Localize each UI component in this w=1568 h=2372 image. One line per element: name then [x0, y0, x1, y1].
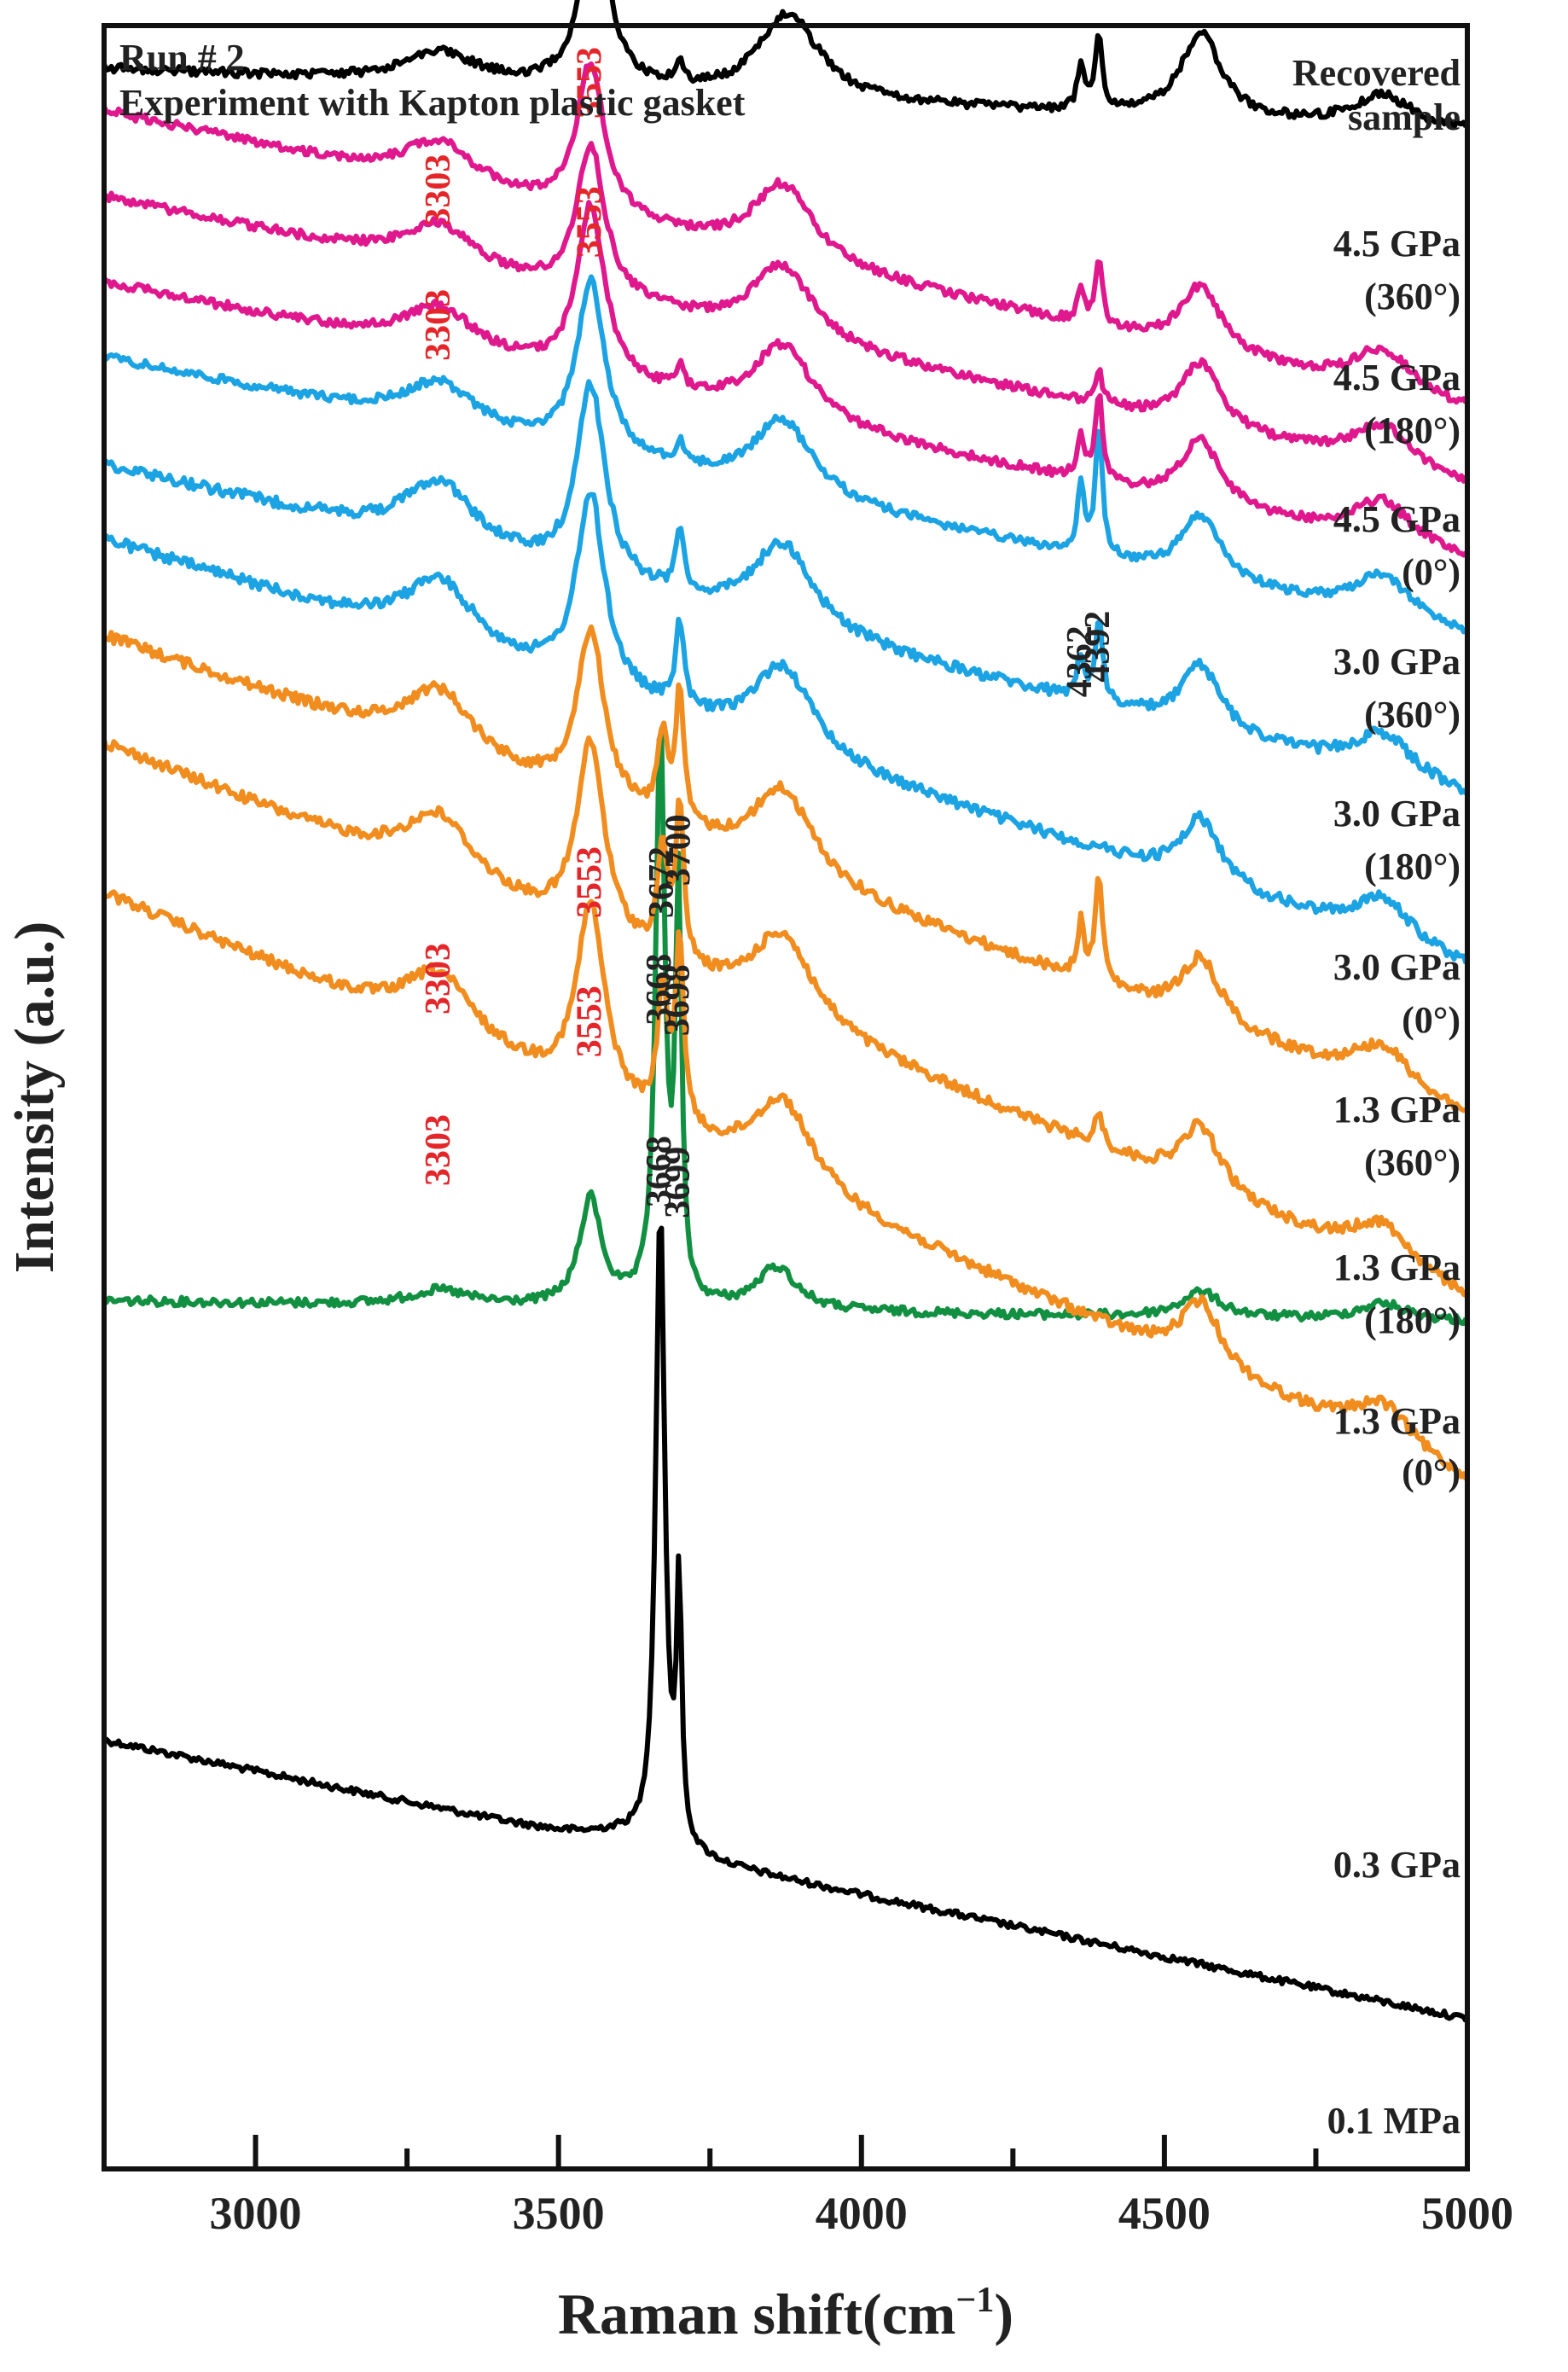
x-tick-label-4000: 4000 — [816, 2188, 908, 2239]
peak-label-4362: 4362 — [1060, 625, 1100, 697]
series-label-5-0: 3.0 GPa — [1333, 946, 1461, 988]
series-label-9-1: (180°) — [1364, 410, 1461, 451]
series-label-8-1: (0°) — [1402, 551, 1461, 593]
peak-label-3700: 3700 — [659, 814, 699, 886]
peak-label-3699: 3699 — [659, 1147, 698, 1218]
series-label-5-1: (0°) — [1402, 999, 1461, 1041]
peak-label-3668: 3668 — [640, 954, 679, 1026]
peak-label-3553: 3553 — [570, 846, 609, 918]
x-axis-title-end: ) — [994, 2282, 1013, 2346]
series-line-3 — [102, 735, 1467, 1299]
series-line-10 — [102, 61, 1469, 405]
peak-label-3672: 3672 — [642, 846, 682, 918]
peak-label-3303: 3303 — [419, 289, 458, 361]
chart-subtitle: Experiment with Kapton plastic gasket — [119, 82, 746, 124]
series-label-7-1: (360°) — [1364, 694, 1461, 735]
series-line-6 — [102, 379, 1468, 795]
series-line-9 — [102, 141, 1469, 484]
series-line-2 — [103, 889, 1469, 1481]
series-label-10-0: 4.5 GPa — [1333, 223, 1461, 265]
series-label-4-0: 1.3 GPa — [1333, 1089, 1461, 1131]
series-label-6-1: (180°) — [1364, 846, 1461, 887]
y-axis-title: Intensity (a.u.) — [3, 921, 66, 1274]
series-line-1 — [102, 730, 1469, 1326]
series-label-11-0: Recovered — [1292, 52, 1461, 94]
series-label-11-1: sample — [1348, 96, 1461, 138]
x-axis-ticks: 3000 3500 4000 4500 5000 — [102, 2135, 1513, 2239]
series-label-10-1: (360°) — [1364, 276, 1461, 317]
series-line-0 — [102, 1225, 1469, 2023]
series-label-2-0: 1.3 GPa — [1333, 1400, 1461, 1442]
peak-label-3553: 3553 — [570, 985, 609, 1057]
series-label-1-0: 0.3 GPa — [1333, 1844, 1461, 1886]
series-label-6-0: 3.0 GPa — [1333, 793, 1461, 834]
plot-frame — [102, 23, 1470, 2171]
peak-label-3553: 3553 — [570, 186, 609, 258]
x-tick-label-4500: 4500 — [1118, 2188, 1211, 2239]
series-label-8-0: 4.5 GPa — [1333, 498, 1461, 540]
series-label-7-0: 3.0 GPa — [1333, 641, 1461, 683]
series-line-11 — [102, 0, 1469, 131]
x-axis-title-main: Raman shift(cm — [558, 2282, 956, 2346]
peak-label-3303: 3303 — [419, 154, 458, 226]
peak-label-3698: 3698 — [658, 964, 697, 1036]
peak-label-3668: 3668 — [640, 1136, 679, 1207]
series-line-7 — [103, 274, 1468, 635]
series-line-5 — [102, 491, 1469, 965]
x-axis-title: Raman shift(cm−1) — [558, 2281, 1013, 2346]
series-label-0-0: 0.1 MPa — [1327, 2100, 1461, 2142]
x-tick-label-3000: 3000 — [210, 2188, 302, 2239]
series-label-3-1: (180°) — [1364, 1299, 1461, 1341]
x-tick-label-3500: 3500 — [513, 2188, 605, 2239]
series-label-9-0: 4.5 GPa — [1333, 357, 1461, 398]
peak-label-3303: 3303 — [419, 1114, 458, 1186]
series-line-8 — [102, 200, 1468, 558]
peak-label-3553: 3553 — [570, 47, 609, 119]
series-layer — [102, 0, 1469, 2023]
series-label-4-1: (360°) — [1364, 1142, 1461, 1183]
peak-label-4392: 4392 — [1078, 611, 1118, 683]
x-tick-label-5000: 5000 — [1421, 2188, 1513, 2239]
chart-title: Run # 2 — [119, 37, 245, 78]
series-label-3-0: 1.3 GPa — [1333, 1247, 1461, 1288]
series-label-2-1: (0°) — [1402, 1451, 1461, 1493]
peak-label-3303: 3303 — [419, 943, 458, 1014]
x-axis-title-superscript: −1 — [955, 2281, 994, 2320]
series-line-4 — [103, 624, 1467, 1113]
series-label-layer: 0.1 MPa 0.3 GPa 1.3 GPa (0°) 1.3 GPa (180°) 1.… — [1292, 52, 1461, 2142]
